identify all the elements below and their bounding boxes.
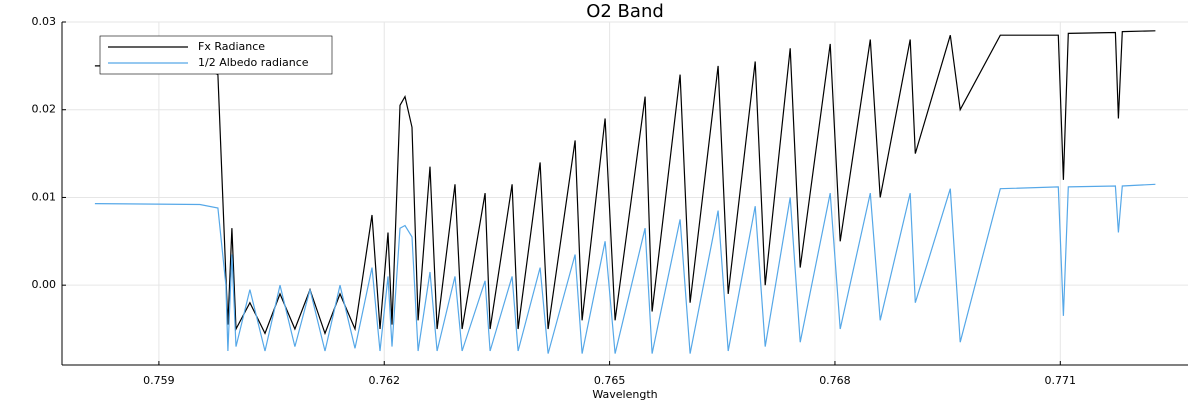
legend-box	[99, 35, 333, 75]
y-tick-label: 0.03	[32, 15, 57, 28]
y-tick-label: 0.01	[32, 190, 57, 203]
y-tick-label: 0.02	[32, 103, 57, 116]
x-tick-label: 0.762	[369, 374, 401, 387]
x-axis-label: Wavelength	[592, 388, 657, 400]
series-line	[94, 183, 1156, 354]
x-tick-label: 0.765	[594, 374, 626, 387]
y-tick-label: 0.00	[32, 278, 57, 291]
legend-label: Fx Radiance	[198, 40, 265, 53]
legend-label: 1/2 Albedo radiance	[198, 56, 309, 69]
x-tick-label: 0.768	[819, 374, 851, 387]
x-tick-label: 0.759	[143, 374, 175, 387]
series-line	[94, 30, 1156, 336]
chart-title: O2 Band	[586, 1, 664, 22]
x-tick-label: 0.771	[1045, 374, 1077, 387]
